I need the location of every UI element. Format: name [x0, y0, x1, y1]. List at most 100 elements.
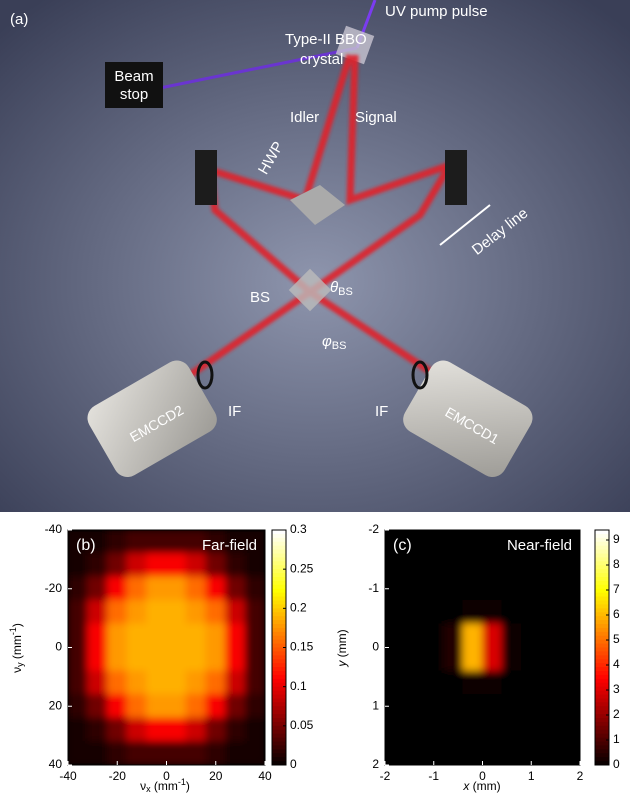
theta-label: θBS — [330, 279, 353, 298]
heatmap-cell — [244, 530, 265, 554]
colorbar-segment — [272, 620, 286, 625]
colorbar-tick-label: 7 — [613, 582, 620, 596]
camera-left — [87, 360, 217, 478]
colorbar-segment — [595, 600, 609, 605]
colorbar-tick-label: 0 — [290, 757, 297, 771]
heatmap-cell — [482, 576, 503, 601]
beam-splitter — [288, 268, 332, 312]
heatmap-cell — [540, 553, 561, 578]
colorbar-segment — [595, 608, 609, 613]
y-tick-label: -20 — [45, 581, 63, 595]
colorbar-segment — [595, 757, 609, 762]
crystal-label: Type-II BBO — [285, 31, 367, 48]
heatmap-cell — [385, 670, 405, 695]
heatmap-cell — [404, 576, 425, 601]
heatmap-cell — [385, 530, 405, 554]
heatmap-cell — [126, 576, 148, 601]
heatmap-cell — [443, 741, 464, 765]
heatmap-cell — [225, 530, 246, 554]
heatmap-cell — [185, 600, 207, 625]
heatmap-cell — [244, 647, 265, 672]
heatmap-cell — [166, 647, 187, 672]
colorbar-segment — [595, 565, 609, 570]
x-tick-label: -2 — [380, 769, 391, 783]
label-part: x — [462, 779, 470, 793]
heatmap-cell — [166, 623, 187, 648]
heatmap-cell — [560, 553, 580, 578]
heatmap-cell — [521, 530, 542, 554]
colorbar-segment — [595, 616, 609, 621]
heatmap-cell — [205, 623, 227, 648]
colorbar-segment — [595, 753, 609, 758]
x-axis-label: x (mm) — [462, 779, 500, 793]
heatmap-cell — [205, 694, 227, 719]
panel-label: (a) — [10, 11, 28, 28]
x-tick-label: 2 — [577, 769, 584, 783]
camera-body — [87, 360, 217, 478]
colorbar-segment — [272, 530, 286, 535]
heatmap-cell — [166, 530, 187, 554]
x-axis-label: νx (mm-1) — [140, 777, 190, 794]
colorbar-tick-label: 0.1 — [290, 679, 307, 693]
heatmap-cell — [146, 647, 167, 672]
colorbar-segment — [272, 631, 286, 637]
colorbar-tick-label: 5 — [613, 632, 620, 646]
colorbar-segment — [595, 663, 609, 668]
heatmap-cell — [106, 600, 128, 625]
colorbar-segment — [595, 702, 609, 707]
colorbar-segment — [272, 584, 286, 590]
colorbar-segment — [272, 647, 286, 652]
beam-stop-label: Beam — [114, 68, 153, 85]
colorbar-segment — [595, 541, 609, 547]
heatmap-cell — [205, 576, 227, 601]
heatmap-cell — [482, 600, 503, 625]
heatmap-cell — [443, 647, 464, 672]
heatmap-cell — [540, 694, 561, 719]
colorbar-segment — [595, 569, 609, 574]
colorbar-segment — [595, 584, 609, 590]
heatmap-cell — [521, 553, 542, 578]
colorbar-segment — [272, 549, 286, 554]
annotation: Near-field — [507, 537, 572, 554]
colorbar-tick-label: 9 — [613, 532, 620, 546]
colorbar-segment — [272, 577, 286, 582]
heatmap-cell — [540, 670, 561, 695]
colorbar-tick-label: 4 — [613, 657, 620, 671]
colorbar-segment — [595, 655, 609, 660]
heatmap-cell — [68, 717, 89, 742]
heatmap-cell — [205, 741, 227, 765]
colorbar-segment — [272, 627, 286, 633]
delay-arrow — [439, 204, 491, 246]
heatmap-blur — [68, 530, 265, 765]
heatmap-cell — [146, 623, 167, 648]
heatmap-cell — [244, 553, 265, 578]
colorbar-segment — [272, 694, 286, 699]
pump-label: UV pump pulse — [385, 3, 488, 20]
colorbar-segment — [595, 530, 609, 535]
colorbar-segment — [272, 659, 286, 664]
heatmap-cell — [462, 717, 483, 742]
colorbar-segment — [595, 612, 609, 617]
heatmap-cell — [244, 576, 265, 601]
colorbar-tick-label: 0 — [613, 757, 620, 771]
heatmap-cell — [482, 694, 503, 719]
colorbar-segment — [595, 674, 609, 680]
x-tick-label: 20 — [209, 769, 223, 783]
colorbar-segment — [272, 741, 286, 746]
colorbar-segment — [272, 541, 286, 547]
heatmap-cell — [126, 694, 148, 719]
colorbar-segment — [272, 671, 286, 676]
colorbar-segment — [272, 714, 286, 719]
heatmap-cell — [185, 576, 207, 601]
heatmap-cell — [540, 741, 561, 765]
colorbar-segment — [595, 733, 609, 739]
heatmap-cell — [225, 741, 246, 765]
colorbar-segment — [595, 635, 609, 641]
heatmap-cell — [205, 530, 227, 554]
heatmap-cell — [126, 530, 148, 554]
heatmap-cell — [462, 600, 483, 625]
heatmap-cell — [482, 670, 503, 695]
mirror-mount — [445, 150, 467, 205]
heatmap-cell — [423, 647, 444, 672]
heatmap-cell — [87, 694, 108, 719]
